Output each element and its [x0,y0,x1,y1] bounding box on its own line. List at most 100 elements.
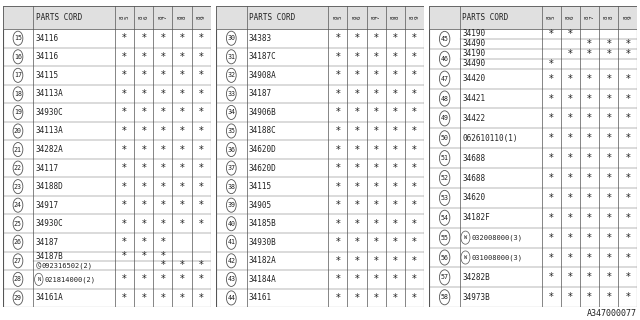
Text: *: * [625,153,630,163]
Text: 57: 57 [440,274,449,280]
Text: *: * [161,145,165,155]
Text: *: * [393,70,397,80]
Text: 45: 45 [440,36,449,42]
Text: *: * [141,70,146,80]
Text: *: * [625,133,630,143]
Text: *: * [393,108,397,117]
Text: *: * [549,74,554,84]
Text: 34115: 34115 [35,71,59,80]
Text: 34182A: 34182A [249,256,276,265]
Text: *: * [568,49,573,59]
Text: *: * [355,219,360,229]
Text: *: * [374,163,379,173]
Text: *: * [568,29,573,39]
Text: *: * [412,219,417,229]
Text: *: * [355,200,360,210]
Text: 8
5: 8 5 [120,16,129,20]
Text: *: * [161,237,165,247]
Text: *: * [161,33,165,43]
Text: *: * [141,219,146,229]
Text: *: * [606,213,611,223]
Text: *: * [122,126,127,136]
Text: *: * [374,293,379,303]
Text: *: * [122,70,127,80]
Text: 43: 43 [227,276,236,282]
Text: 47: 47 [440,76,449,82]
Text: 8
9: 8 9 [196,16,206,20]
Text: 34116: 34116 [35,52,59,61]
Text: *: * [161,260,165,270]
Text: *: * [141,251,146,261]
Text: *: * [335,52,340,62]
Text: *: * [180,70,184,80]
Text: PARTS CORD: PARTS CORD [249,13,295,22]
Text: *: * [393,126,397,136]
Text: 34906B: 34906B [249,108,276,117]
Text: 28: 28 [14,276,22,282]
Text: *: * [180,145,184,155]
Text: 8
6: 8 6 [566,16,575,20]
Text: 52: 52 [440,175,449,181]
Text: *: * [568,213,573,223]
Text: *: * [335,293,340,303]
Text: 26: 26 [14,239,22,245]
Text: 34930B: 34930B [249,238,276,247]
Text: *: * [374,274,379,284]
Text: *: * [606,39,611,49]
Text: *: * [122,89,127,99]
Text: *: * [412,108,417,117]
Text: 18: 18 [14,91,22,97]
Text: *: * [199,70,204,80]
Text: 34187C: 34187C [249,52,276,61]
Text: *: * [141,126,146,136]
Text: *: * [122,293,127,303]
Text: *: * [335,145,340,155]
Text: *: * [587,113,592,124]
Text: 36: 36 [227,147,236,153]
Text: 34161A: 34161A [35,293,63,302]
Text: *: * [199,200,204,210]
Text: *: * [335,126,340,136]
Text: *: * [355,256,360,266]
Bar [3,6,211,29]
Text: *: * [587,93,592,103]
Text: *: * [393,237,397,247]
Text: *: * [199,126,204,136]
Text: *: * [412,256,417,266]
Text: *: * [141,145,146,155]
Text: *: * [141,237,146,247]
Text: 51: 51 [440,155,449,161]
Text: 19: 19 [14,109,22,116]
Text: *: * [122,52,127,62]
Text: *: * [122,274,127,284]
Text: *: * [335,70,340,80]
Text: *: * [606,193,611,203]
Text: *: * [412,200,417,210]
Text: *: * [568,113,573,124]
Text: *: * [606,93,611,103]
Text: *: * [393,293,397,303]
Text: *: * [568,153,573,163]
Text: *: * [606,133,611,143]
Text: *: * [199,293,204,303]
Text: *: * [587,74,592,84]
Text: *: * [355,274,360,284]
Text: *: * [355,70,360,80]
Text: *: * [393,33,397,43]
Text: 34184A: 34184A [249,275,276,284]
Text: 54: 54 [440,215,449,221]
Text: 38: 38 [227,184,236,190]
Text: *: * [549,252,554,262]
Text: *: * [374,200,379,210]
Text: *: * [161,182,165,192]
Text: 34161: 34161 [249,293,272,302]
Text: *: * [549,133,554,143]
Text: *: * [587,193,592,203]
Text: *: * [161,251,165,261]
Text: *: * [549,272,554,282]
Text: 34188C: 34188C [249,126,276,135]
Text: *: * [606,49,611,59]
Text: *: * [587,153,592,163]
Text: *: * [161,219,165,229]
Text: 55: 55 [440,235,449,241]
